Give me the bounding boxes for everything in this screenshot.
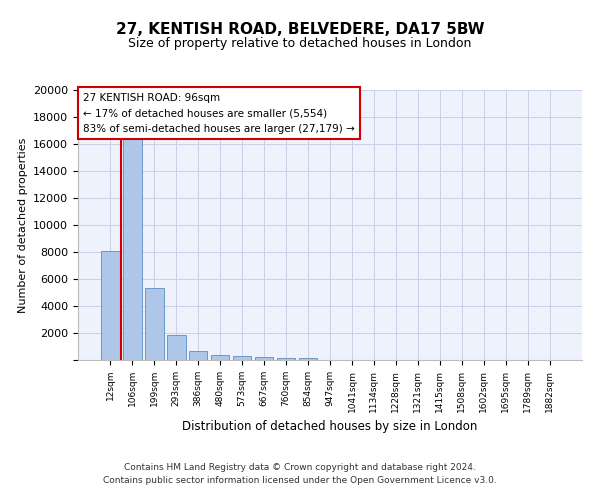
Bar [145, 288, 164, 360]
X-axis label: Distribution of detached houses by size in London: Distribution of detached houses by size … [182, 420, 478, 433]
Text: Size of property relative to detached houses in London: Size of property relative to detached ho… [128, 38, 472, 51]
Bar [101, 250, 119, 360]
Text: Contains public sector information licensed under the Open Government Licence v3: Contains public sector information licen… [103, 476, 497, 485]
Bar [277, 358, 295, 360]
Text: Contains HM Land Registry data © Crown copyright and database right 2024.: Contains HM Land Registry data © Crown c… [124, 464, 476, 472]
Bar [167, 335, 185, 360]
Bar [233, 356, 251, 360]
Bar [189, 350, 208, 360]
Text: 27, KENTISH ROAD, BELVEDERE, DA17 5BW: 27, KENTISH ROAD, BELVEDERE, DA17 5BW [116, 22, 484, 38]
Y-axis label: Number of detached properties: Number of detached properties [17, 138, 28, 312]
Bar [255, 357, 274, 360]
Bar [123, 137, 142, 360]
Text: 27 KENTISH ROAD: 96sqm
← 17% of detached houses are smaller (5,554)
83% of semi-: 27 KENTISH ROAD: 96sqm ← 17% of detached… [83, 92, 355, 134]
Bar [299, 358, 317, 360]
Bar [211, 356, 229, 360]
